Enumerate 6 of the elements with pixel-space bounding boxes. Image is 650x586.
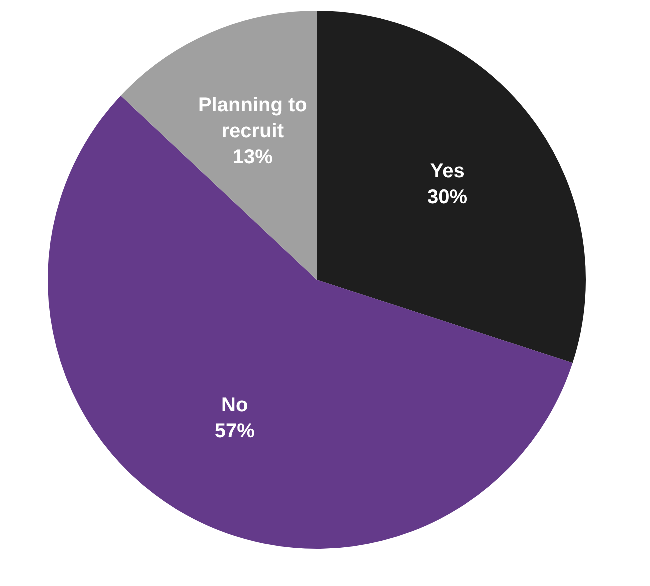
- data-label: 30%: [428, 186, 468, 209]
- slice-label: Planning to recruit: [198, 94, 308, 142]
- slice-label: Yes: [430, 160, 465, 183]
- data-label: 13%: [232, 146, 274, 168]
- data-label: 57%: [214, 420, 256, 442]
- slice-label: No: [222, 394, 248, 416]
